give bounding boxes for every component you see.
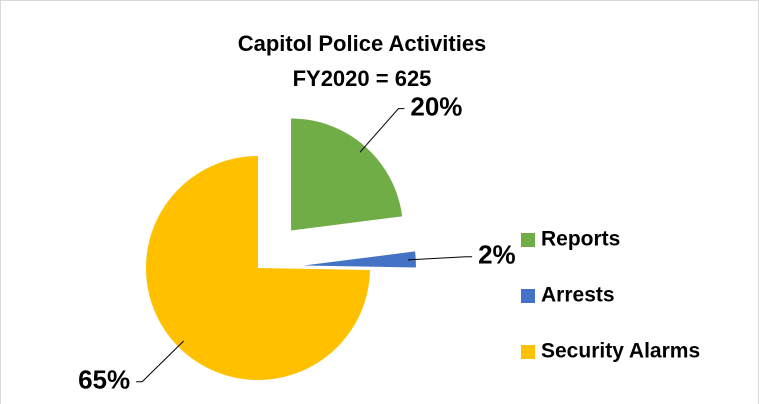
chart-subtitle: FY2020 = 625 <box>293 66 432 91</box>
legend-label: Security Alarms <box>541 340 700 363</box>
data-label: 2% <box>478 240 516 270</box>
legend-label: Reports <box>541 228 620 251</box>
pie-slice <box>303 251 416 268</box>
pie-slice <box>291 118 403 231</box>
leader-line <box>359 108 405 153</box>
legend-swatch <box>521 233 535 247</box>
leader-line <box>407 256 473 261</box>
legend-swatch <box>521 345 535 359</box>
legend-label: Arrests <box>541 284 615 307</box>
pie-slice <box>146 156 370 381</box>
leader-line <box>136 340 185 383</box>
legend-swatch <box>521 289 535 303</box>
data-label: 65% <box>78 365 130 395</box>
chart-title: Capitol Police Activities <box>238 31 487 56</box>
data-label: 20% <box>410 92 462 122</box>
